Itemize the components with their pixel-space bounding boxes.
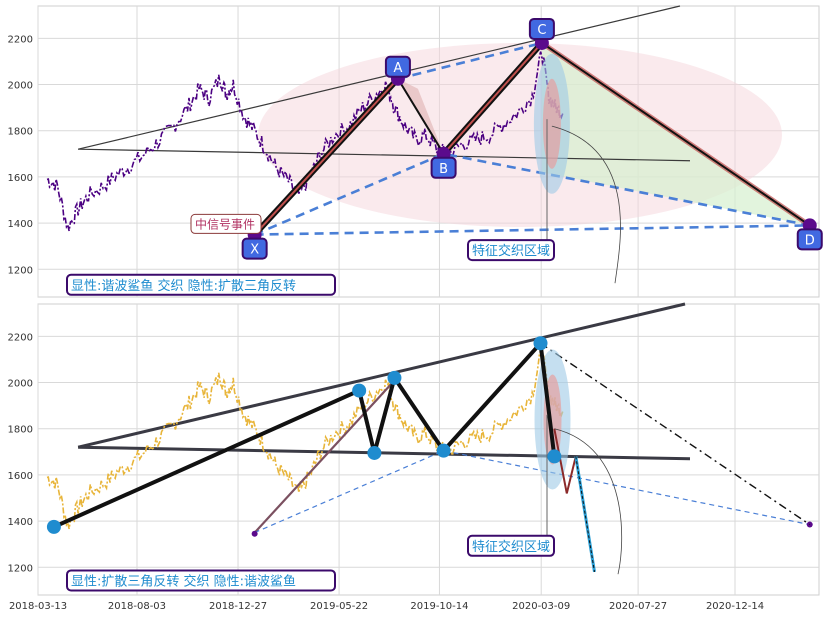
badge-C-box xyxy=(528,17,555,40)
y-tick-label: 1200 xyxy=(8,563,33,574)
x-tick-label: 2018-08-03 xyxy=(108,601,166,612)
badge-B-box xyxy=(430,156,457,179)
pattern-leg xyxy=(397,78,445,155)
badge-B-text: B xyxy=(439,162,448,177)
bottom-panel: 1200 1400 1600 1800 2000 2200 特征交织区域显性:扩散三角反转 … xyxy=(8,302,820,596)
x-tick-label: 2020-07-27 xyxy=(609,601,667,612)
pattern-node-4 xyxy=(436,443,451,458)
y-tick-label: 2000 xyxy=(8,81,33,92)
projection-red xyxy=(553,428,577,494)
x-tick-label: 2018-12-27 xyxy=(209,601,267,612)
pattern-node-6 xyxy=(547,449,562,464)
xd-dashed-line xyxy=(254,224,810,236)
x-tick-label: 2018-03-13 xyxy=(9,601,67,612)
projection-blue-inner xyxy=(575,456,595,572)
hidden-point-X xyxy=(251,530,258,537)
y-tick-label: 2000 xyxy=(8,379,33,390)
pattern-leg-inner xyxy=(442,42,543,155)
y-tick-label: 1400 xyxy=(8,517,33,528)
event-label-box xyxy=(190,213,262,234)
lower-trendline xyxy=(78,148,691,162)
badge-B: B xyxy=(430,156,457,179)
x-tick-label: 2020-12-14 xyxy=(706,601,764,612)
price-series-line xyxy=(46,51,565,232)
ac-dashed-line xyxy=(397,41,543,81)
caption-top-box xyxy=(66,273,336,296)
x-tick-label: 2020-03-09 xyxy=(512,601,570,612)
y-tick-label: 2200 xyxy=(8,332,33,343)
y-tick-label: 1200 xyxy=(8,265,33,276)
pattern-leg xyxy=(541,42,811,227)
zone-curve xyxy=(551,125,621,284)
y-tick-label: 2200 xyxy=(8,34,33,45)
hidden-leg xyxy=(253,376,399,534)
caption-top: 显性:谐波鲨鱼 交织 隐性:扩散三角反转 xyxy=(66,273,336,296)
pattern-leg-inner xyxy=(253,78,399,236)
badge-X-text: X xyxy=(250,243,259,258)
badge-D-box xyxy=(796,228,823,251)
pattern-node-2 xyxy=(367,445,382,460)
x-tick-label: 2019-05-22 xyxy=(310,601,368,612)
badge-A-text: A xyxy=(393,61,402,76)
zone-ellipse-inner xyxy=(542,78,561,169)
pattern-node-5 xyxy=(533,336,548,351)
y-tick-label: 1800 xyxy=(8,425,33,436)
badge-A-box xyxy=(384,55,411,78)
y-tick-label: 1800 xyxy=(8,127,33,138)
zone-curve xyxy=(554,428,623,575)
y-tick-label: 1600 xyxy=(8,471,33,482)
pattern-node-0 xyxy=(46,519,61,534)
event-label: 中信号事件 xyxy=(190,213,262,234)
badge-C-text: C xyxy=(537,23,546,38)
event-label-text: 中信号事件 xyxy=(195,216,255,231)
badge-C: C xyxy=(528,17,555,40)
caption-bottom: 显性:扩散三角反转 交织 隐性:谐波鲨鱼 xyxy=(66,569,336,592)
zone-label-top-box xyxy=(467,239,555,262)
y-tick-label: 1400 xyxy=(8,219,33,230)
pattern-node-1 xyxy=(352,383,367,398)
projection-dashdot xyxy=(540,342,811,526)
upper-trendline xyxy=(78,5,681,150)
xbd-dashed-line xyxy=(254,152,811,236)
caption-top-text: 显性:谐波鲨鱼 交织 隐性:扩散三角反转 xyxy=(71,278,296,294)
caption-bottom-text: 显性:扩散三角反转 交织 隐性:谐波鲨鱼 xyxy=(71,573,296,589)
zone-label-top: 特征交织区域 xyxy=(467,239,555,262)
badge-D: D xyxy=(796,228,823,251)
zone-label-bottom: 特征交织区域 xyxy=(467,534,555,557)
caption-bottom-box xyxy=(66,569,336,592)
zone-label-bottom-text: 特征交织区域 xyxy=(472,539,550,555)
pattern-node-3 xyxy=(387,370,402,385)
x-axis: 2018-03-13 2018-08-03 2018-12-27 2019-05-22… xyxy=(9,601,764,612)
badge-D-text: D xyxy=(805,233,815,248)
lower-trendline xyxy=(78,445,691,461)
zone-label-bottom-box xyxy=(467,534,555,557)
badge-X: X xyxy=(241,237,268,260)
badge-X-box xyxy=(241,237,268,260)
zone-label-top-text: 特征交织区域 xyxy=(472,243,550,259)
badge-A: A xyxy=(384,55,411,78)
top-panel: 1200 1400 1600 1800 2000 2200 X A B C D 中信号事件特征交织区域… xyxy=(8,5,823,298)
x-tick-label: 2019-10-14 xyxy=(410,601,468,612)
price-series-line xyxy=(46,349,565,530)
y-tick-label: 1600 xyxy=(8,173,33,184)
upper-trendline xyxy=(77,302,686,449)
